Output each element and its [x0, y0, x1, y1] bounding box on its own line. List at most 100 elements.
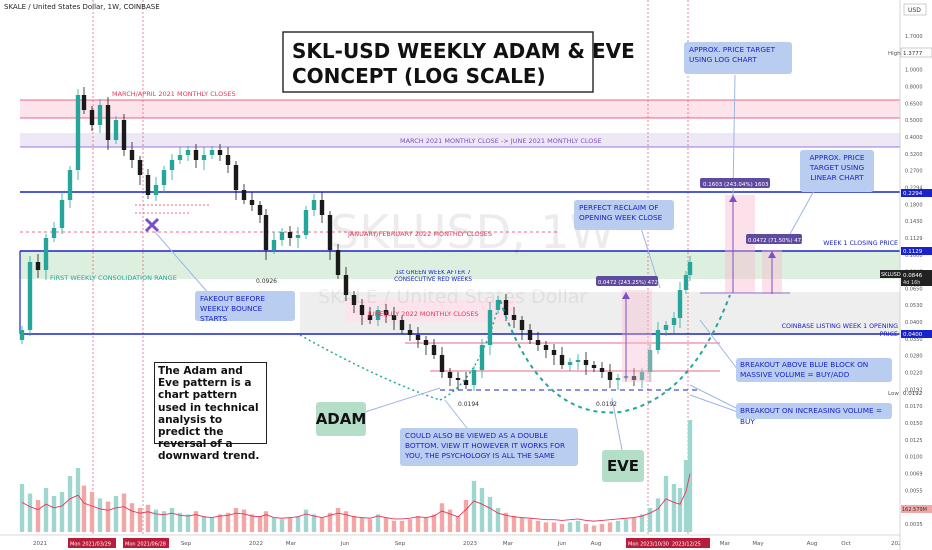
candle-body: [67, 170, 73, 200]
candles: [19, 87, 693, 391]
candle-body: [543, 345, 549, 350]
candle-body: [279, 232, 285, 240]
volume-bar: [67, 476, 73, 532]
x-tick-label: Sep: [181, 541, 192, 547]
note-breakout-massive: BREAKOUT ABOVE BLUE BLOCK ON MASSIVE VOL…: [736, 358, 892, 382]
volume-bar: [257, 516, 263, 532]
candle-body: [105, 105, 111, 140]
x-tick-label: Jun: [557, 541, 567, 547]
volume-bar: [671, 484, 677, 532]
y-tick-label: 0.1129: [905, 236, 923, 242]
y-tick-label: 0.0100: [905, 455, 923, 461]
title-line-1: SKL-USD WEEKLY ADAM & EVE: [292, 39, 635, 63]
zone-first-weekly: [20, 251, 900, 279]
volume-bar: [89, 492, 95, 532]
x-tick-label: 2025: [891, 541, 905, 547]
candle-body: [575, 360, 581, 362]
candle-body: [233, 165, 239, 190]
note-log-target: APPROX. PRICE TARGET USING LOG CHART: [684, 42, 792, 74]
watermark-sub: SKALE / United States Dollar: [318, 286, 587, 308]
volume-bar: [583, 524, 589, 532]
currency-button[interactable]: [903, 3, 927, 16]
y-tick-label: 1.0000: [905, 68, 923, 74]
y-tick-label: 0.0280: [905, 354, 923, 360]
y-tick-label: 0.0055: [905, 488, 923, 494]
volume-bar: [687, 420, 693, 532]
volume-bar: [519, 517, 525, 532]
candle-body: [153, 185, 159, 195]
note-breakout-massive-text: BREAKOUT ABOVE BLUE BLOCK ON MASSIVE VOL…: [740, 360, 869, 379]
y-tick-label: 0.2294: [905, 185, 923, 191]
volume-bar: [169, 508, 175, 532]
candle-body: [351, 295, 357, 305]
candle-body: [35, 262, 41, 270]
y-tick-label: 0.6500: [905, 101, 923, 107]
volume-bar: [35, 500, 41, 532]
volume-bar: [367, 519, 373, 532]
y-tick-label: 0.5000: [905, 118, 923, 124]
badge-0-2294: 0.2294: [903, 191, 923, 197]
candle-body: [375, 310, 381, 320]
candle-body: [463, 380, 469, 385]
volume-bar: [177, 512, 183, 532]
y-axis: 1.7000 1.3777 1.0000 0.8000 0.6500 0.5000 0.40…: [905, 34, 923, 528]
candle-body: [423, 340, 429, 345]
y-tick-label: 0.0192: [905, 387, 923, 393]
low-label: Low: [888, 391, 899, 397]
candle-body: [431, 345, 437, 355]
candle-body: [439, 355, 445, 372]
symbol-badge: SKLUSD: [881, 272, 901, 278]
label-green-week: 1st GREEN WEEK AFTER 7 CONSECUTIVE RED W…: [394, 270, 472, 283]
volume-bar: [271, 517, 277, 532]
x-highlight-label: Mon 2021/06/28: [125, 542, 166, 548]
currency-label: USD: [908, 7, 921, 14]
volume-bar: [383, 517, 389, 532]
volume-bar: [511, 516, 517, 532]
volume-bar: [303, 509, 309, 532]
candle-body: [567, 362, 573, 365]
volume-bar: [663, 476, 669, 532]
label-march-april: MARCH/APRIL 2021 MONTHLY CLOSES: [112, 90, 236, 98]
volume-bar: [471, 480, 477, 532]
volume-bar: [375, 514, 381, 532]
volume-bar: [463, 500, 469, 532]
volume-bar: [327, 512, 333, 532]
note-fakeout-text: FAKEOUT BEFORE WEEKLY BOUNCE STARTS: [200, 294, 266, 323]
candle-body: [51, 228, 57, 238]
y-tick-label: 0.0035: [905, 522, 923, 528]
candle-body: [113, 120, 119, 140]
volume-bar: [59, 492, 65, 532]
candle-body: [607, 372, 613, 380]
candle-body: [511, 315, 517, 320]
high-label: High: [888, 51, 901, 57]
candle-body: [121, 120, 127, 150]
candle-body: [209, 150, 215, 155]
volume-bar: [153, 509, 159, 532]
candle-body: [631, 376, 637, 380]
volume-bar: [535, 520, 541, 532]
x-tick-label: Mar: [503, 541, 514, 547]
x-highlight-badge: [123, 538, 169, 548]
candle-body: [647, 350, 653, 372]
note-perfect-reclaim-text: PERFECT RECLAIM OF OPENING WEEK CLOSE: [579, 203, 663, 222]
volume-bar: [319, 517, 325, 532]
candle-body: [43, 238, 49, 270]
volume-bar: [415, 516, 421, 532]
candle-body: [615, 378, 621, 380]
candle-body: [185, 150, 191, 155]
volume-bar: [201, 516, 207, 532]
candle-body: [75, 95, 81, 170]
candle-body: [145, 175, 151, 195]
label-week1-closing: WEEK 1 CLOSING PRICE: [823, 240, 898, 247]
label-0-0192: 0.0192: [596, 401, 617, 408]
note-double-bottom: COULD ALSO BE VIEWED AS A DOUBLE BOTTOM.…: [400, 428, 578, 466]
badge-0-1129: 0.1129: [903, 249, 923, 255]
candle-body: [177, 155, 183, 160]
volume-bars: [19, 420, 693, 532]
volume-bar: [75, 468, 81, 532]
volume-bar: [359, 517, 365, 532]
candle-body: [137, 160, 143, 175]
volume-bar: [217, 514, 223, 532]
